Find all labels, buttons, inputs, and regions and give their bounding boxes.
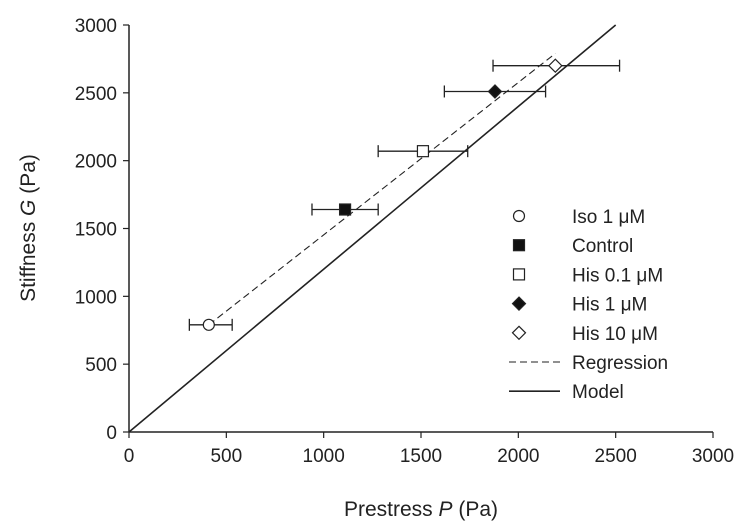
model-line — [128, 24, 617, 433]
legend-label: Iso 1 μM — [572, 207, 645, 228]
legend-item: Regression — [509, 353, 668, 374]
y-tick-label: 500 — [85, 355, 117, 376]
x-tick-label: 0 — [124, 446, 135, 467]
x-ticks: 0 500 1000 1500 2000 2500 3000 — [124, 432, 734, 467]
x-tick-label: 1500 — [400, 446, 442, 467]
y-tick-label: 1000 — [75, 287, 117, 308]
legend-item: Control — [512, 236, 633, 257]
data-point — [188, 318, 233, 331]
legend-diamond-filled-marker — [511, 296, 527, 311]
x-axis-label: Prestress P (Pa) — [344, 498, 498, 521]
y-ticks: 0 500 1000 1500 2000 2500 3000 — [75, 16, 129, 444]
x-axis-label-prefix: Prestress — [344, 498, 439, 521]
data-points — [188, 58, 621, 331]
x-tick-label: 3000 — [692, 446, 734, 467]
fit-lines — [128, 24, 617, 433]
diamond-filled-marker — [487, 84, 503, 99]
legend-square-filled-marker — [512, 239, 526, 252]
circle-open-marker — [202, 318, 215, 331]
y-axis-label-suffix: (Pa) — [17, 154, 40, 200]
legend-label: His 10 μM — [572, 324, 658, 345]
x-tick-label: 2500 — [595, 446, 637, 467]
x-axis-label-suffix: (Pa) — [453, 498, 499, 521]
y-tick-label: 3000 — [75, 16, 117, 37]
x-tick-label: 500 — [210, 446, 242, 467]
legend-item: Iso 1 μM — [512, 207, 645, 228]
x-tick-label: 2000 — [497, 446, 539, 467]
regression-line — [208, 53, 556, 326]
data-point — [443, 84, 547, 99]
diamond-open-marker — [547, 58, 563, 74]
legend-item: His 10 μM — [511, 324, 658, 345]
y-axis-label: Stiffness G (Pa) — [17, 154, 40, 302]
data-point — [492, 58, 621, 74]
legend-square-open-marker — [512, 268, 526, 281]
legend-diamond-open-marker — [511, 325, 527, 341]
legend-label: His 0.1 μM — [572, 265, 663, 286]
data-point — [311, 203, 379, 216]
legend-label: Model — [572, 382, 624, 403]
plot-area: 0 500 1000 1500 2000 2500 3000 0 500 1000 1500 200… — [75, 16, 734, 467]
y-tick-label: 2000 — [75, 152, 117, 173]
y-axis-label-symbol: G — [17, 200, 40, 216]
y-tick-label: 0 — [106, 423, 117, 444]
y-tick-label: 2500 — [75, 84, 117, 105]
square-filled-marker — [338, 203, 352, 216]
legend-item: His 0.1 μM — [512, 265, 663, 286]
legend-label: His 1 μM — [572, 295, 647, 316]
x-tick-label: 1000 — [303, 446, 345, 467]
legend-circle-open-marker — [512, 209, 526, 223]
legend: Iso 1 μM Control His 0.1 μM His 1 μM His 10 … — [509, 207, 668, 403]
legend-label: Control — [572, 236, 633, 257]
square-open-marker — [416, 145, 430, 158]
y-tick-label: 1500 — [75, 220, 117, 241]
legend-item: Model — [509, 382, 624, 403]
legend-label: Regression — [572, 353, 668, 374]
x-axis-label-symbol: P — [439, 498, 453, 521]
y-axis-label-prefix: Stiffness — [17, 216, 40, 302]
data-point — [377, 145, 469, 158]
legend-item: His 1 μM — [511, 295, 647, 316]
